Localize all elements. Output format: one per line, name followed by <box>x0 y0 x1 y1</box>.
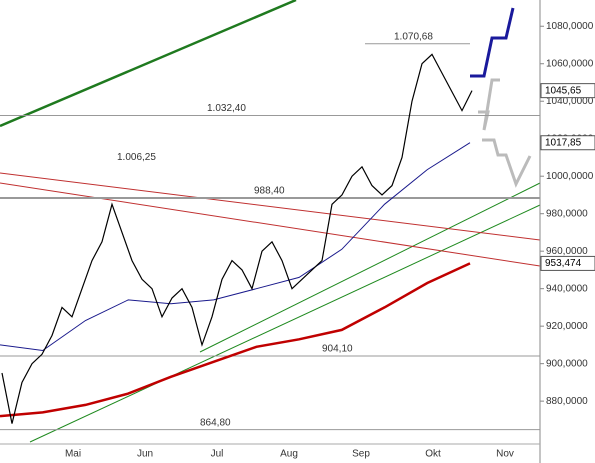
y-tick-label: 1040,0000 <box>546 96 594 107</box>
forecast-arrow <box>470 7 515 78</box>
price-tag <box>540 135 595 151</box>
x-tick-label: Sep <box>352 449 370 460</box>
forecast-arrow <box>478 78 500 131</box>
price-tag <box>540 255 595 271</box>
x-tick-label: Okt <box>425 449 441 460</box>
level-label: 864,80 <box>200 417 231 428</box>
x-tick-label: Jul <box>211 449 224 460</box>
y-tick-label: 880,0000 <box>546 396 588 407</box>
trend-line <box>0 0 297 128</box>
forecast-arrow <box>482 138 532 188</box>
y-tick-label: 1060,0000 <box>546 58 594 69</box>
price-tag-label: 1017,85 <box>545 137 582 148</box>
x-tick-label: Mai <box>65 449 81 460</box>
trend-line <box>199 182 541 353</box>
x-tick-label: Aug <box>280 449 298 460</box>
level-label: 1.032,40 <box>207 103 246 114</box>
y-tick-label: 940,0000 <box>546 283 588 294</box>
y-tick-label: 960,0000 <box>546 246 588 257</box>
level-label: 1.070,68 <box>394 31 433 42</box>
y-tick-label: 980,0000 <box>546 208 588 219</box>
y-tick-label: 920,0000 <box>546 321 588 332</box>
x-tick-label: Nov <box>496 449 514 460</box>
series-line <box>0 262 471 418</box>
y-tick-label: 900,0000 <box>546 358 588 369</box>
level-label: 904,10 <box>322 344 353 355</box>
y-tick-label: 1000,0000 <box>546 171 594 182</box>
level-label: 988,40 <box>254 186 285 197</box>
x-tick-label: Jun <box>137 449 153 460</box>
series-line <box>0 142 471 352</box>
trend-line <box>0 172 541 241</box>
series-line <box>1 53 473 424</box>
level-label: 1.006,25 <box>117 152 156 163</box>
price-tag-label: 1045,65 <box>545 85 582 96</box>
price-tag-label: 953,474 <box>545 258 582 269</box>
trend-line <box>0 182 541 267</box>
trend-line <box>29 204 541 443</box>
price-tag <box>540 83 595 99</box>
y-tick-label: 1080,0000 <box>546 21 594 32</box>
